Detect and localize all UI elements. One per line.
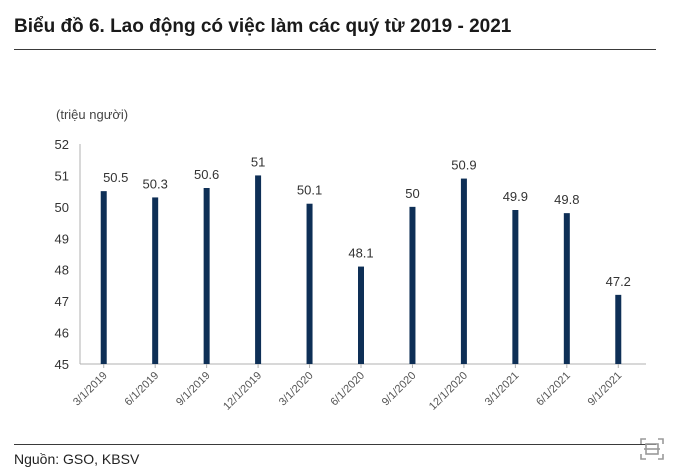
x-tick-label: 6/1/2019 [123,370,162,409]
bar [358,266,364,364]
bar [563,213,570,364]
y-tick-label: 48 [55,263,69,278]
data-label: 50 [405,186,419,201]
bar-chart: (triệu người) 45 46 47 48 49 50 51 52 50.5 3/1/201… [55,107,646,413]
bar [615,294,622,364]
data-label: 51 [251,154,265,169]
x-tick-label: 6/1/2021 [534,370,573,409]
x-tick-label: 9/1/2021 [586,370,625,409]
data-label: 49.9 [503,189,528,204]
data-label: 47.2 [606,274,631,289]
scan-icon[interactable] [638,436,666,462]
bar [255,175,262,364]
y-tick-label: 50 [55,200,69,215]
data-label: 50.5 [103,170,128,185]
title-divider [14,49,656,50]
y-tick-label: 51 [55,168,69,183]
y-tick-label: 45 [55,357,69,372]
x-tick-label: 9/1/2020 [380,370,419,409]
x-tick-label: 12/1/2020 [427,370,470,413]
data-label: 50.6 [194,167,219,182]
data-label: 50.1 [297,183,322,198]
bar [460,178,467,364]
y-axis-label: (triệu người) [56,107,128,122]
bar [306,203,313,364]
data-label: 49.8 [554,192,579,207]
y-tick-label: 46 [55,326,69,341]
chart-title: Biểu đồ 6. Lao động có việc làm các quý … [14,16,512,37]
x-tick-label: 3/1/2021 [483,370,522,409]
bar [152,197,159,364]
y-tick-label: 49 [55,231,69,246]
y-tick-label: 52 [55,137,69,152]
x-tick-label: 6/1/2020 [328,370,367,409]
bar [512,210,519,364]
source-divider [14,444,656,445]
data-label: 48.1 [348,246,373,261]
bar [409,206,416,364]
data-label: 50.9 [451,158,476,173]
y-tick-label: 47 [55,294,69,309]
bar [100,191,107,364]
bar [203,188,210,364]
source-note: Nguồn: GSO, KBSV [14,451,140,467]
x-tick-label: 12/1/2019 [221,370,264,413]
x-tick-label: 3/1/2019 [71,370,110,409]
x-tick-label: 3/1/2020 [277,370,316,409]
x-tick-label: 9/1/2019 [174,370,213,409]
data-label: 50.3 [143,176,168,191]
